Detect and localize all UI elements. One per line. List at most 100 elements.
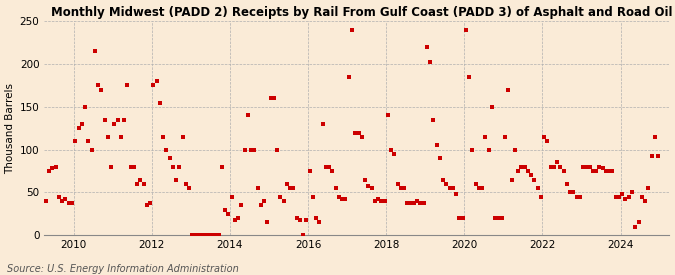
Point xyxy=(487,104,497,109)
Point xyxy=(435,156,446,160)
Point xyxy=(255,203,266,208)
Point xyxy=(190,233,201,238)
Point xyxy=(379,199,390,203)
Point xyxy=(444,186,455,190)
Point xyxy=(480,134,491,139)
Point xyxy=(562,182,572,186)
Point xyxy=(614,195,624,199)
Point xyxy=(457,216,468,220)
Point xyxy=(132,182,142,186)
Point xyxy=(405,200,416,205)
Point xyxy=(158,134,169,139)
Point xyxy=(86,147,97,152)
Point xyxy=(568,190,578,195)
Point xyxy=(399,186,410,190)
Point xyxy=(438,177,449,182)
Point xyxy=(369,199,380,203)
Point xyxy=(285,186,296,190)
Point xyxy=(83,139,94,143)
Point xyxy=(301,218,312,222)
Point xyxy=(226,195,237,199)
Point xyxy=(425,60,435,64)
Point xyxy=(587,169,598,173)
Point xyxy=(44,169,55,173)
Point xyxy=(135,177,146,182)
Point xyxy=(63,200,74,205)
Point xyxy=(402,200,412,205)
Point xyxy=(128,164,139,169)
Point xyxy=(630,225,641,229)
Point xyxy=(454,216,465,220)
Point xyxy=(304,169,315,173)
Point xyxy=(460,28,471,32)
Point xyxy=(522,169,533,173)
Point xyxy=(167,164,178,169)
Point xyxy=(350,130,360,135)
Point xyxy=(217,164,227,169)
Point xyxy=(103,134,113,139)
Point xyxy=(506,177,517,182)
Point xyxy=(259,199,269,203)
Point xyxy=(291,216,302,220)
Point xyxy=(298,233,308,238)
Point xyxy=(213,233,224,238)
Point xyxy=(174,164,185,169)
Point xyxy=(278,199,289,203)
Point xyxy=(640,199,651,203)
Point xyxy=(203,233,214,238)
Point xyxy=(574,195,585,199)
Point xyxy=(646,154,657,159)
Point xyxy=(493,216,504,220)
Point xyxy=(392,182,403,186)
Point xyxy=(310,216,321,220)
Point xyxy=(51,164,61,169)
Point xyxy=(549,164,560,169)
Point xyxy=(346,28,357,32)
Point xyxy=(324,164,335,169)
Point xyxy=(578,164,589,169)
Point xyxy=(617,192,628,196)
Point xyxy=(242,113,253,118)
Point xyxy=(385,147,396,152)
Point xyxy=(510,147,520,152)
Point xyxy=(89,49,100,53)
Point xyxy=(383,113,394,118)
Point xyxy=(161,147,172,152)
Point xyxy=(92,83,103,87)
Point xyxy=(275,195,286,199)
Point xyxy=(396,186,406,190)
Point xyxy=(571,195,582,199)
Text: Monthly Midwest (PADD 2) Receipts by Rail From Gulf Coast (PADD 3) of Asphalt an: Monthly Midwest (PADD 2) Receipts by Rai… xyxy=(51,6,672,18)
Point xyxy=(233,216,244,220)
Point xyxy=(607,169,618,173)
Point xyxy=(551,160,562,165)
Point xyxy=(115,134,126,139)
Point xyxy=(448,186,458,190)
Point xyxy=(464,75,475,79)
Point xyxy=(138,182,149,186)
Point xyxy=(451,192,462,196)
Point xyxy=(164,156,175,160)
Point xyxy=(626,190,637,195)
Point xyxy=(294,218,305,222)
Point xyxy=(249,147,260,152)
Point xyxy=(80,104,90,109)
Point xyxy=(265,96,276,100)
Point xyxy=(545,164,556,169)
Point xyxy=(555,164,566,169)
Point xyxy=(252,186,263,190)
Point xyxy=(643,186,653,190)
Point xyxy=(246,147,256,152)
Point xyxy=(288,186,299,190)
Point xyxy=(340,197,351,202)
Point xyxy=(585,164,595,169)
Point xyxy=(207,233,217,238)
Point xyxy=(171,177,182,182)
Point xyxy=(236,203,246,208)
Point xyxy=(441,182,452,186)
Point xyxy=(67,200,78,205)
Point xyxy=(210,233,221,238)
Point xyxy=(308,195,319,199)
Point xyxy=(187,233,198,238)
Point xyxy=(421,45,432,49)
